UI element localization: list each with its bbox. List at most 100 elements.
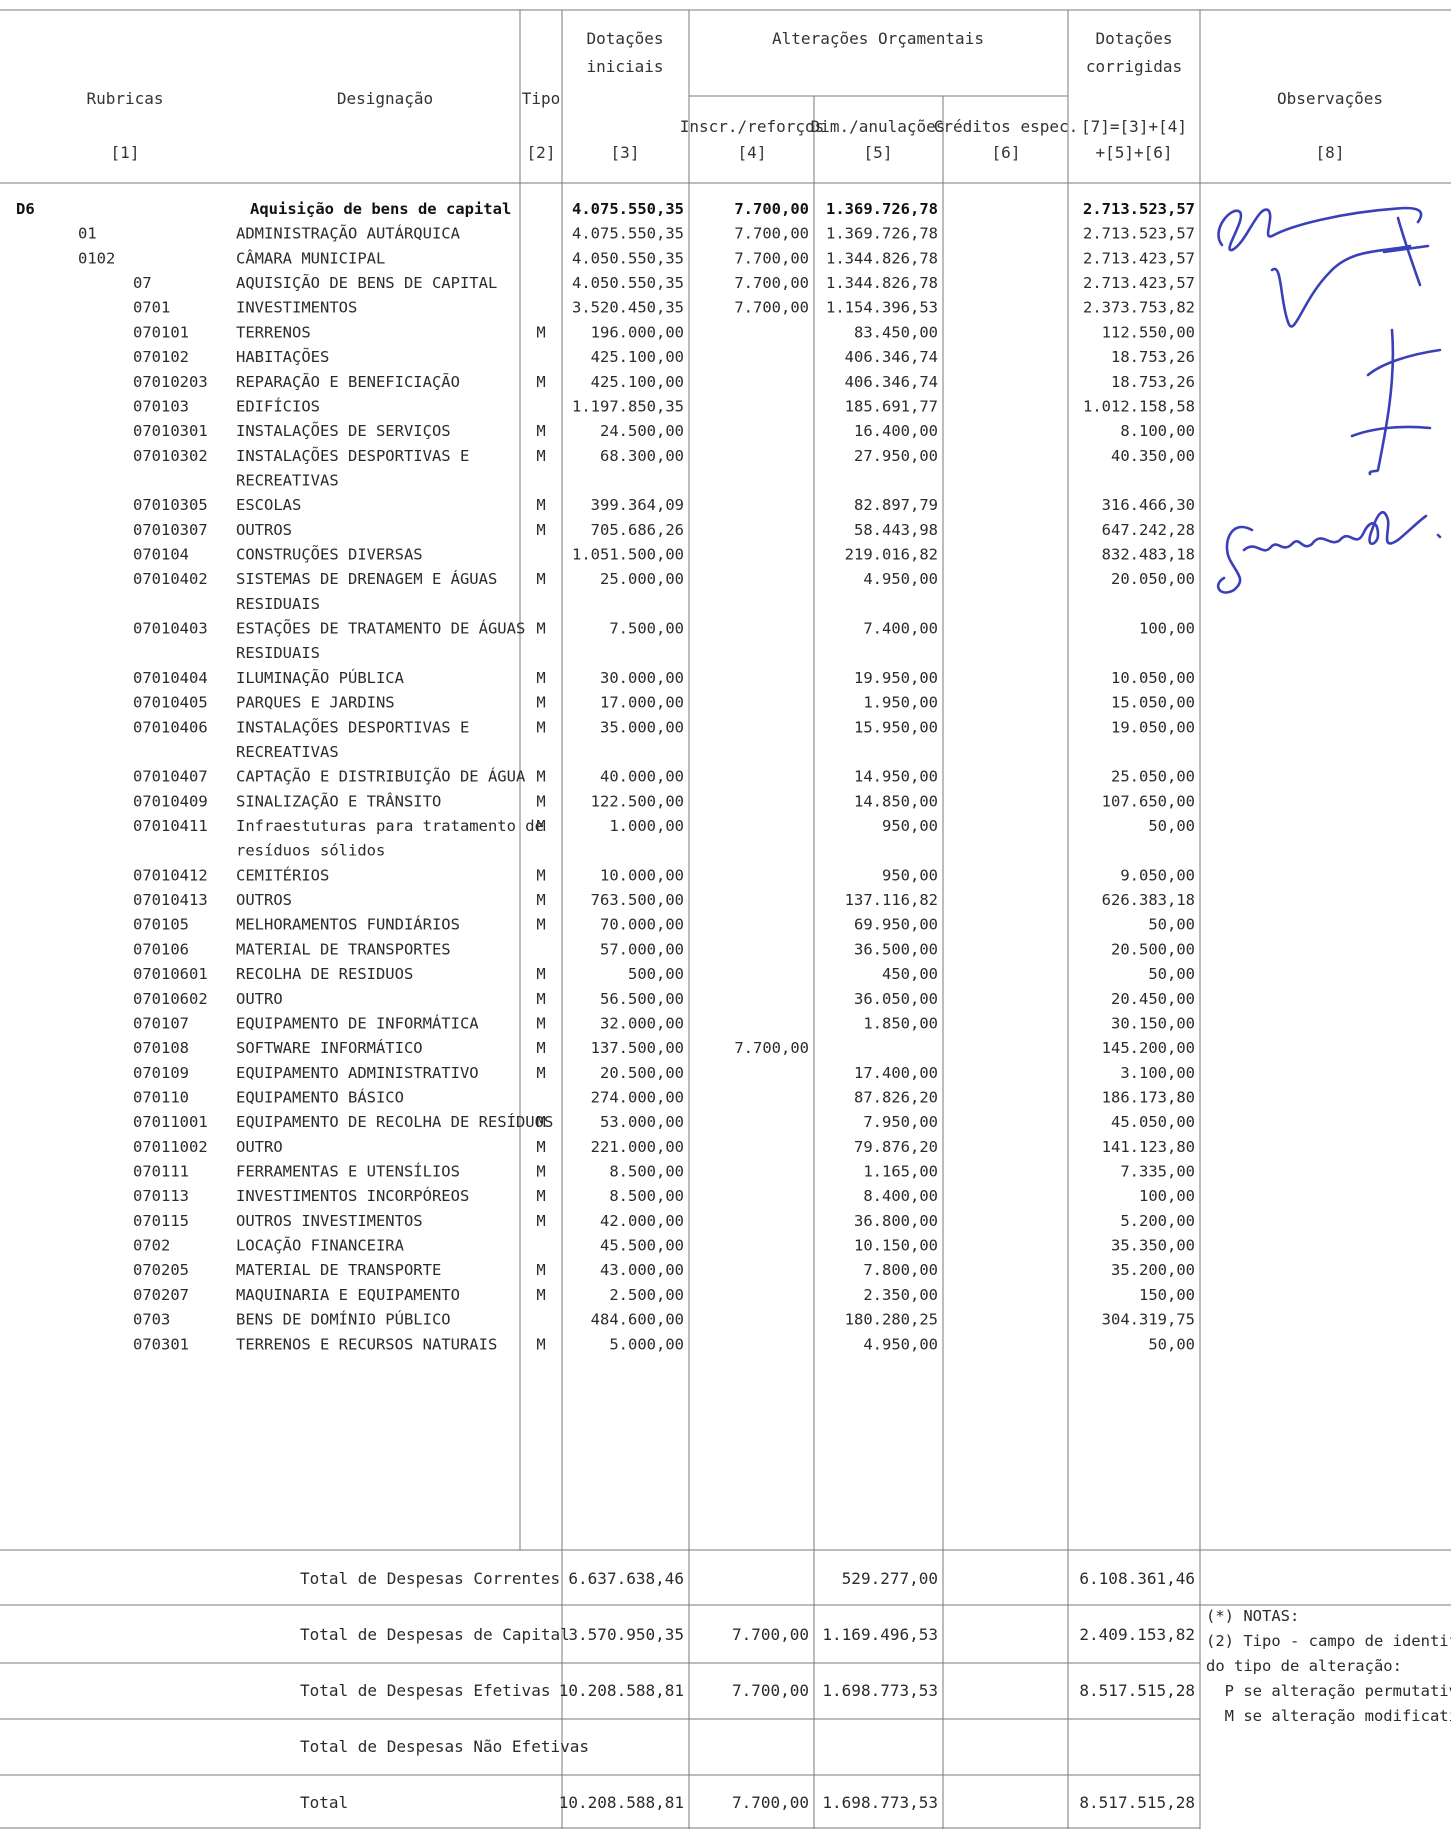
header-inscr-reforcos: Inscr./reforços — [680, 117, 825, 136]
total-label: Total — [300, 1793, 348, 1812]
dotacoes-corrigidas-cell: 100,00 — [1139, 1187, 1195, 1205]
dotacoes-iniciais-cell: 57.000,00 — [600, 940, 684, 958]
table-row: 070110 EQUIPAMENTO BÁSICO 274.000,00 87.826… — [133, 1087, 1195, 1106]
dotacoes-corrigidas-cell: 18.753,26 — [1111, 348, 1195, 366]
tipo-cell: M — [536, 1187, 545, 1205]
dotacoes-corrigidas-cell: 50,00 — [1148, 916, 1195, 934]
diminuicoes-anulacoes-cell: 1.165,00 — [863, 1163, 938, 1181]
total-diminuicoes-anulacoes: 1.698.773,53 — [822, 1793, 938, 1812]
total-label: Total de Despesas Correntes — [300, 1569, 560, 1588]
designacao: HABITAÇÕES — [236, 347, 329, 366]
dotacoes-iniciais-cell: 2.500,00 — [609, 1286, 684, 1304]
diminuicoes-anulacoes-cell: 27.950,00 — [854, 447, 938, 465]
header-index-2: [2] — [527, 143, 556, 162]
diminuicoes-anulacoes-cell: 79.876,20 — [854, 1138, 938, 1156]
designacao: MELHORAMENTOS FUNDIÁRIOS — [236, 915, 460, 934]
designacao: CÂMARA MUNICIPAL — [236, 248, 385, 267]
designacao: INVESTIMENTOS INCORPÓREOS — [236, 1186, 469, 1205]
total-inscricoes-reforcos: 7.700,00 — [732, 1681, 809, 1700]
dotacoes-corrigidas-cell: 316.466,30 — [1102, 496, 1195, 514]
tipo-cell: M — [536, 422, 545, 440]
table-row: 0102 CÂMARA MUNICIPAL 4.050.550,35 7.700,00… — [78, 248, 1195, 267]
dotacoes-iniciais-cell: 1.000,00 — [609, 817, 684, 835]
dotacoes-iniciais-cell: 1.051.500,00 — [572, 546, 684, 564]
rubrica-code: 070110 — [133, 1088, 189, 1106]
tipo-cell: M — [536, 323, 545, 341]
diminuicoes-anulacoes-cell: 82.897,79 — [854, 496, 938, 514]
diminuicoes-anulacoes-cell: 15.950,00 — [854, 718, 938, 736]
dotacoes-iniciais-cell: 4.075.550,35 — [572, 225, 684, 243]
rubrica-code: 07010601 — [133, 965, 208, 983]
header-designacao: Designação — [337, 89, 433, 108]
tipo-cell: M — [536, 990, 545, 1008]
total-dotacoes-corrigidas: 6.108.361,46 — [1079, 1569, 1195, 1588]
tipo-cell: M — [536, 373, 545, 391]
dotacoes-corrigidas-cell: 626.383,18 — [1102, 891, 1195, 909]
designacao: PARQUES E JARDINS — [236, 694, 395, 712]
tipo-cell: M — [536, 1138, 545, 1156]
rubrica-code: 070105 — [133, 916, 189, 934]
diminuicoes-anulacoes-cell: 137.116,82 — [845, 891, 938, 909]
dotacoes-corrigidas-cell: 50,00 — [1148, 965, 1195, 983]
table-row: 07010403 ESTAÇÕES DE TRATAMENTO DE ÁGUAS R… — [133, 619, 1195, 663]
inscricoes-reforcos-cell: 7.700,00 — [734, 274, 809, 292]
rubrica-code: 07010302 — [133, 447, 208, 465]
dotacoes-corrigidas-cell: 832.483,18 — [1102, 546, 1195, 564]
designacao: resíduos sólidos — [236, 842, 385, 860]
designacao: EQUIPAMENTO DE RECOLHA DE RESÍDUOS — [236, 1112, 553, 1131]
dotacoes-corrigidas-cell: 40.350,00 — [1111, 447, 1195, 465]
rubrica-code: 07010412 — [133, 866, 208, 884]
designacao: CAPTAÇÃO E DISTRIBUIÇÃO DE ÁGUA — [236, 767, 526, 786]
dotacoes-iniciais-cell: 196.000,00 — [591, 323, 684, 341]
dotacoes-corrigidas-cell: 15.050,00 — [1111, 694, 1195, 712]
diminuicoes-anulacoes-cell: 450,00 — [882, 965, 938, 983]
table-row: 0702 LOCAÇÃO FINANCEIRA 45.500,00 10.150,00… — [133, 1236, 1195, 1255]
table-row: 07010412 CEMITÉRIOS M 10.000,00 950,00 9.050,… — [133, 865, 1195, 884]
rubrica-code: 07010405 — [133, 694, 208, 712]
dotacoes-iniciais-cell: 4.050.550,35 — [572, 249, 684, 267]
rubrica-code: 07010305 — [133, 496, 208, 514]
designacao: CEMITÉRIOS — [236, 865, 329, 884]
header-index-1: [1] — [111, 143, 140, 162]
designacao: SISTEMAS DE DRENAGEM E ÁGUAS — [236, 569, 497, 588]
total-row: Total de Despesas de Capital3.570.950,35… — [300, 1625, 1195, 1644]
diminuicoes-anulacoes-cell: 7.800,00 — [863, 1261, 938, 1279]
dotacoes-corrigidas-cell: 1.012.158,58 — [1083, 397, 1195, 415]
diminuicoes-anulacoes-cell: 1.369.726,78 — [826, 200, 938, 218]
designacao: SOFTWARE INFORMÁTICO — [236, 1038, 423, 1057]
diminuicoes-anulacoes-cell: 1.344.826,78 — [826, 274, 938, 292]
dotacoes-iniciais-cell: 45.500,00 — [600, 1237, 684, 1255]
header-creditos-especiais: Créditos espec. — [934, 117, 1079, 136]
table-row: 07010413 OUTROS M 763.500,00 137.116,82 626.3… — [133, 891, 1195, 909]
rubrica-code: 070107 — [133, 1014, 189, 1032]
rubrica-code: 070108 — [133, 1039, 189, 1057]
table-row: 070101 TERRENOS M 196.000,00 83.450,00 112.55… — [133, 323, 1195, 341]
diminuicoes-anulacoes-cell: 180.280,25 — [845, 1311, 938, 1329]
dotacoes-corrigidas-cell: 2.713.523,57 — [1083, 225, 1195, 243]
rubrica-code: 07010413 — [133, 891, 208, 909]
table-row: 01 ADMINISTRAÇÃO AUTÁRQUICA 4.075.550,35 7.… — [78, 224, 1195, 243]
rubrica-code: 07 — [133, 274, 152, 292]
designacao: EQUIPAMENTO DE INFORMÁTICA — [236, 1013, 479, 1032]
header-rubricas: Rubricas — [86, 89, 163, 108]
header-dotacoes-corrigidas-2: corrigidas — [1086, 57, 1182, 76]
handwritten-signatures — [1216, 206, 1442, 594]
dotacoes-corrigidas-cell: 2.713.423,57 — [1083, 249, 1195, 267]
header-dotacoes-iniciais-2: iniciais — [586, 57, 663, 76]
diminuicoes-anulacoes-cell: 406.346,74 — [845, 373, 938, 391]
note-line: M se alteração modificativa — [1206, 1707, 1451, 1725]
table-row: 07010601 RECOLHA DE RESIDUOS M 500,00 450,00… — [133, 965, 1195, 983]
dotacoes-corrigidas-cell: 25.050,00 — [1111, 768, 1195, 786]
dotacoes-corrigidas-cell: 50,00 — [1148, 1335, 1195, 1353]
header-observacoes: Observações — [1277, 89, 1383, 108]
table-row: 070105 MELHORAMENTOS FUNDIÁRIOS M 70.000,00… — [133, 915, 1195, 934]
dotacoes-iniciais-cell: 705.686,26 — [591, 521, 684, 539]
tipo-cell: M — [536, 570, 545, 588]
designacao: ESCOLAS — [236, 496, 301, 514]
table-row: 07011001 EQUIPAMENTO DE RECOLHA DE RESÍDU… — [133, 1112, 1195, 1131]
tipo-cell: M — [536, 718, 545, 736]
dotacoes-iniciais-cell: 43.000,00 — [600, 1261, 684, 1279]
dotacoes-iniciais-cell: 425.100,00 — [591, 348, 684, 366]
